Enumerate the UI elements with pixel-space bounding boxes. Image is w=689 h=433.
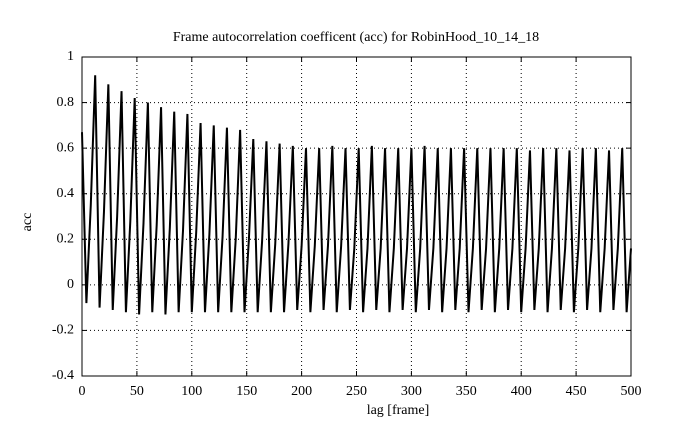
plot-frame: [81, 56, 632, 377]
acc-line: [81, 75, 632, 315]
y-tick-label: 0.8: [57, 95, 75, 110]
y-tick-label: 0.2: [57, 232, 75, 247]
y-tick-label: 0.4: [57, 186, 75, 201]
x-tick-label: 0: [79, 384, 86, 399]
chart-title: Frame autocorrelation coefficent (acc) f…: [173, 30, 539, 45]
x-tick-label: 150: [236, 384, 257, 399]
x-tick-label: 350: [456, 384, 477, 399]
x-tick-label: 450: [566, 384, 587, 399]
x-tick-label: 400: [511, 384, 532, 399]
x-tick-label: 250: [346, 384, 367, 399]
y-tick-label: 0.6: [57, 140, 75, 155]
x-axis-label: lag [frame]: [367, 403, 430, 418]
x-tick-label: 500: [621, 384, 642, 399]
x-tick-label: 100: [181, 384, 202, 399]
y-tick-label: -0.2: [52, 323, 74, 338]
y-axis-label: acc: [20, 213, 35, 232]
x-tick-label: 300: [401, 384, 422, 399]
y-tick-label: 0: [67, 277, 74, 292]
y-tick-label: -0.4: [52, 368, 74, 383]
x-tick-label: 50: [130, 384, 144, 399]
x-tick-label: 200: [291, 384, 312, 399]
y-tick-label: 1: [67, 49, 74, 64]
